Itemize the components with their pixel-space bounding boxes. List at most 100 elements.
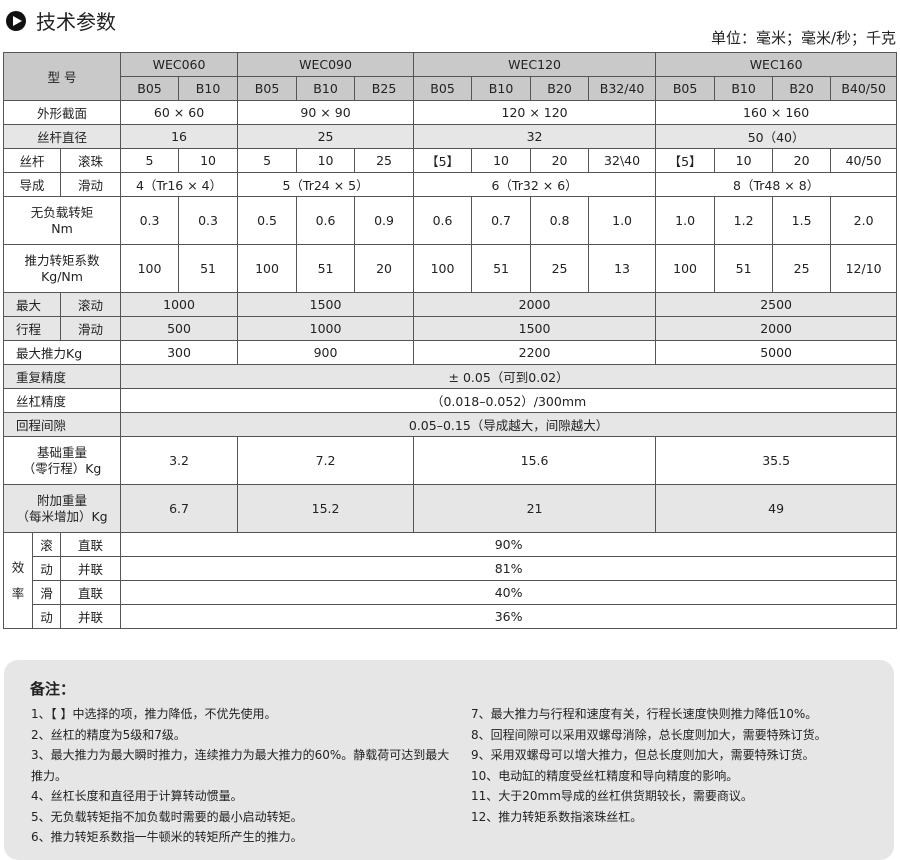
- value: 49: [655, 484, 898, 533]
- value: 100: [413, 244, 473, 293]
- value: 25: [772, 244, 832, 293]
- play-icon: [6, 10, 26, 31]
- label-line: 率: [11, 585, 25, 601]
- value: 1.0: [655, 196, 716, 245]
- eff-row: 效率滚直联 90%: [3, 532, 898, 629]
- variant-header: B10: [296, 76, 356, 101]
- note-item: 4、丝杠长度和直径用于计算转动惯量。: [31, 789, 243, 803]
- value: 51: [296, 244, 356, 293]
- row-label: 行程: [3, 316, 61, 341]
- value: 2500: [655, 292, 898, 317]
- section-title: 技术参数: [6, 6, 116, 35]
- value: 1.2: [714, 196, 774, 245]
- value: 900: [237, 340, 415, 365]
- variant-header: B40/50: [830, 76, 898, 101]
- variant-header: B05: [237, 76, 298, 101]
- value: 0.5: [237, 196, 298, 245]
- value: 16: [120, 124, 239, 149]
- note-item: 5、无负载转矩指不加负载时需要的最小启动转矩。: [31, 809, 303, 824]
- notes-panel: 备注： 1、【 】中选择的项，推力降低，不优先使用。 2、丝杠的精度为5级和7级。…: [4, 660, 894, 860]
- value: 15.2: [237, 484, 415, 533]
- screw-diameter-row: 丝杆直径 16 25 32 50（40）: [2, 124, 898, 149]
- value: （0.018–0.052）/300mm: [120, 388, 898, 413]
- spec-table: 型 号 WEC060 WEC090 WEC120 WEC160 B05 B10 B05 B10 B…: [2, 52, 898, 629]
- label-line: 附加重量: [37, 492, 88, 508]
- backlash-row: 回程间隙 0.05–0.15（导成越大，间隙越大）: [2, 412, 898, 437]
- eff-row: 滑直联 40%: [4, 580, 898, 605]
- label-line: 效: [11, 559, 25, 575]
- model-label: 型 号: [2, 52, 122, 101]
- value: 20: [772, 148, 832, 173]
- value: 0.3: [120, 196, 180, 245]
- value: 51: [178, 244, 239, 293]
- value: 6.7: [120, 484, 239, 533]
- value: 12/10: [830, 244, 898, 293]
- row-sublabel: 直联: [59, 580, 122, 605]
- value: 1000: [120, 292, 239, 317]
- row-label: 丝杆直径: [2, 124, 122, 149]
- row-label: 无负载转矩 Nm: [2, 196, 122, 245]
- value: 100: [655, 244, 716, 293]
- variant-header: B05: [655, 76, 716, 101]
- value: 【5】: [655, 148, 716, 173]
- value: 60 × 60: [120, 100, 239, 125]
- screw-precision-row: 丝杠精度 （0.018–0.052）/300mm: [2, 388, 898, 413]
- value: 7.2: [237, 436, 415, 485]
- value: 13: [588, 244, 657, 293]
- row-label: 最大推力Kg: [2, 340, 122, 365]
- max-thrust-row: 最大推力Kg 300 900 2200 5000: [2, 340, 898, 365]
- eff-row: 动并联 36%: [4, 604, 898, 629]
- base-weight-row: 基础重量 （零行程）Kg 3.2 7.2 15.6 35.5: [2, 436, 898, 485]
- value: 3.2: [120, 436, 239, 485]
- value: 90%: [120, 532, 898, 557]
- value: 【5】: [413, 148, 473, 173]
- value: ± 0.05（可到0.02）: [120, 364, 898, 389]
- variant-header: B05: [413, 76, 473, 101]
- row-label: 外形截面: [2, 100, 122, 125]
- value: 51: [471, 244, 532, 293]
- value: 5（Tr24 × 5）: [237, 172, 415, 197]
- notes-left: 1、【 】中选择的项，推力降低，不优先使用。 2、丝杠的精度为5级和7级。 3、最大…: [31, 704, 461, 848]
- note-item: 2、丝杠的精度为5级和7级。: [31, 727, 186, 742]
- row-label: 最大: [3, 292, 61, 317]
- value: 32: [413, 124, 657, 149]
- row-sublabel: 滚动: [59, 292, 122, 317]
- value: 25: [237, 124, 415, 149]
- value: 5: [120, 148, 180, 173]
- value: 1500: [237, 292, 415, 317]
- variant-header: B32/40: [588, 76, 657, 101]
- note-item: 7、最大推力与行程和速度有关，行程长速度快则推力降低10%。: [471, 707, 818, 721]
- value: 8（Tr48 × 8）: [655, 172, 898, 197]
- value: 160 × 160: [655, 100, 898, 125]
- row-label: 丝杠精度: [2, 388, 122, 413]
- value: 10: [296, 148, 356, 173]
- value: 0.9: [354, 196, 415, 245]
- row-label: 导成: [3, 172, 61, 197]
- stroke-roll-row: 最大 滚动 1000 1500 2000 2500: [3, 292, 898, 317]
- value: 2200: [413, 340, 657, 365]
- value: 5: [237, 148, 298, 173]
- row-label: 基础重量 （零行程）Kg: [2, 436, 122, 485]
- value: 21: [413, 484, 657, 533]
- value: 20: [530, 148, 590, 173]
- row-sublabel: 滑动: [59, 316, 122, 341]
- variant-header: B10: [471, 76, 532, 101]
- label-line: 基础重量: [37, 444, 88, 460]
- row-label: 附加重量 （每米增加）Kg: [2, 484, 122, 533]
- value: 50（40）: [655, 124, 898, 149]
- add-weight-row: 附加重量 （每米增加）Kg 6.7 15.2 21 49: [2, 484, 898, 533]
- label-line: （零行程）Kg: [22, 460, 102, 476]
- value: 20: [354, 244, 415, 293]
- note-item: 6、推力转矩系数指一牛顿米的转矩所产生的推力。: [31, 830, 303, 844]
- no-load-torque-row: 无负载转矩 Nm 0.3 0.3 0.5 0.6 0.9 0.6 0.7 0.8 1.0 1.0 1.2…: [2, 196, 898, 245]
- value: 10: [471, 148, 532, 173]
- model-header: WEC160: [655, 52, 898, 77]
- value: 0.6: [413, 196, 473, 245]
- row-sublabel: 并联: [59, 604, 122, 629]
- efficiency-label: 效率: [3, 532, 33, 629]
- value: 5000: [655, 340, 898, 365]
- value: 25: [354, 148, 415, 173]
- row-sublabel: 滚: [32, 532, 61, 557]
- label-line: （每米增加）Kg: [16, 508, 108, 524]
- lead-ball-row: 丝杆 滚珠 5 10 5 10 25 【5】 10 20 32\40 【5】 10 20 40/50: [3, 148, 898, 173]
